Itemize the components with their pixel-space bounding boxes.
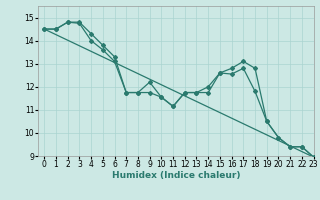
X-axis label: Humidex (Indice chaleur): Humidex (Indice chaleur) [112,171,240,180]
